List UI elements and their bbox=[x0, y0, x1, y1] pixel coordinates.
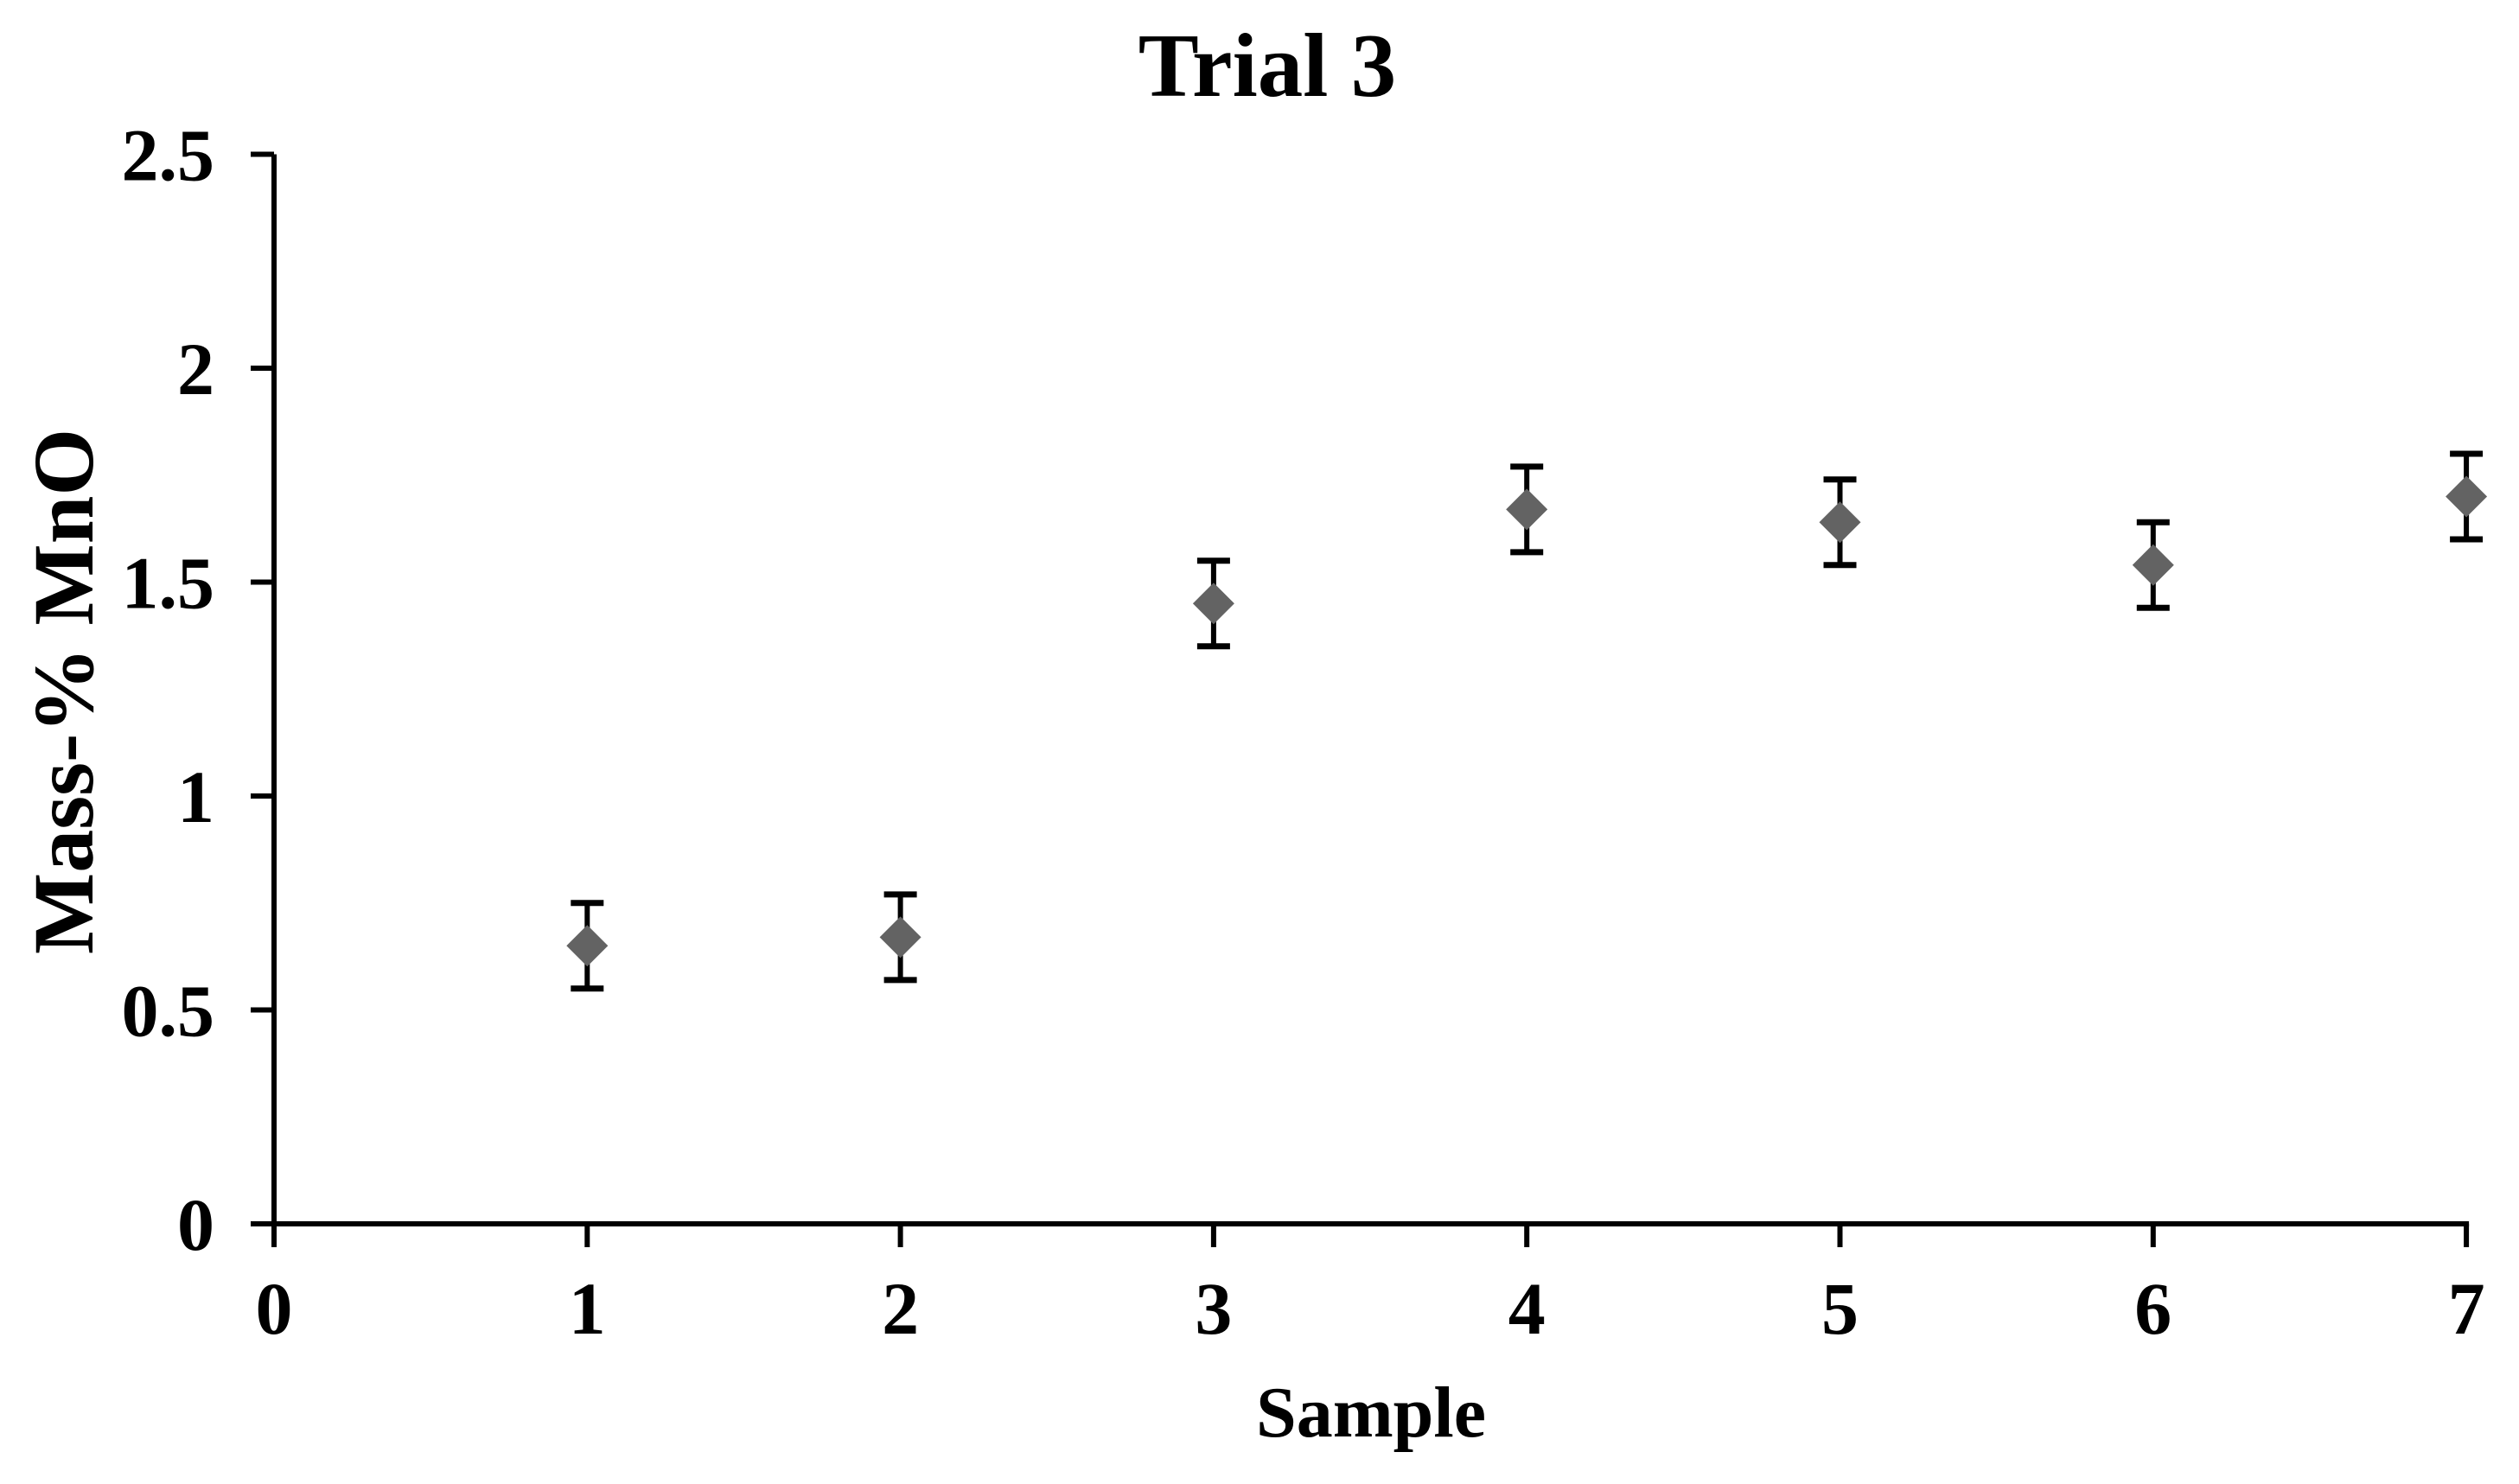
marker-sample-4 bbox=[1506, 488, 1548, 531]
x-tick-label-7: 7 bbox=[2448, 1267, 2485, 1350]
marker-sample-3 bbox=[1192, 583, 1234, 625]
marker-sample-5 bbox=[1819, 501, 1861, 544]
data-point-sample-1 bbox=[566, 900, 609, 992]
data-point-sample-4 bbox=[1506, 463, 1548, 556]
marker-sample-1 bbox=[566, 925, 609, 967]
y-tick-label-1.5: 1.5 bbox=[122, 542, 215, 625]
y-tick-label-2.5: 2.5 bbox=[122, 114, 215, 197]
x-tick-label-2: 2 bbox=[882, 1267, 919, 1350]
axes: 0 1 2 3 4 5 6 7 0 0.5 1 1.5 2 2.5 bbox=[122, 114, 2485, 1351]
x-tick-label-6: 6 bbox=[2134, 1267, 2171, 1350]
x-tick-label-0: 0 bbox=[256, 1267, 293, 1350]
x-tick-label-1: 1 bbox=[569, 1267, 606, 1350]
x-tick-label-5: 5 bbox=[1821, 1267, 1859, 1350]
y-tick-label-1: 1 bbox=[177, 755, 214, 838]
marker-sample-6 bbox=[2132, 544, 2174, 586]
marker-sample-7 bbox=[2446, 475, 2488, 518]
y-tick-label-0.5: 0.5 bbox=[122, 970, 215, 1053]
data-point-sample-3 bbox=[1192, 557, 1234, 650]
y-axis-label: Mass-% MnO bbox=[16, 429, 112, 954]
y-tick-label-0: 0 bbox=[177, 1183, 214, 1266]
data-point-sample-6 bbox=[2132, 519, 2174, 611]
x-tick-label-4: 4 bbox=[1508, 1267, 1546, 1350]
data-point-sample-2 bbox=[879, 891, 922, 984]
y-tick-label-2: 2 bbox=[177, 328, 214, 411]
x-axis-label: Sample bbox=[1256, 1373, 1486, 1453]
chart-title: Trial 3 bbox=[1138, 15, 1396, 116]
data-points bbox=[566, 450, 2488, 992]
data-point-sample-5 bbox=[1819, 476, 1861, 569]
x-tick-label-3: 3 bbox=[1195, 1267, 1232, 1350]
data-point-sample-7 bbox=[2446, 450, 2488, 543]
marker-sample-2 bbox=[879, 916, 922, 959]
